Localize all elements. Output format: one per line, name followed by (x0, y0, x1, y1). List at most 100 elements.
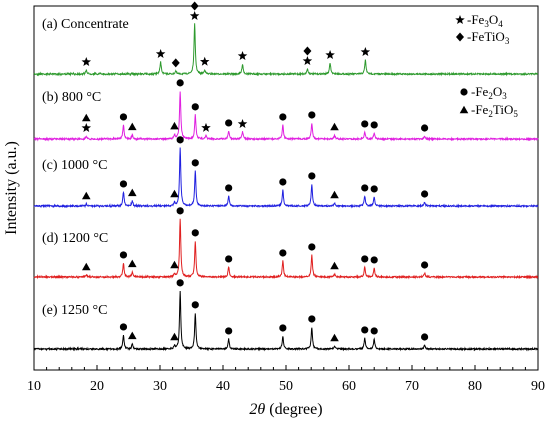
trace-1 (33, 23, 539, 77)
traces (33, 23, 539, 352)
marker-circle-s4-12-0 (421, 261, 429, 269)
marker-circle-s3-4-0 (176, 136, 184, 144)
marker-star-s1-1-0 (155, 48, 166, 59)
marker-circle-s2-4-0 (176, 79, 184, 87)
marker-circle-s4-1-0 (119, 251, 128, 259)
peak-markers (81, 1, 429, 342)
marker-circle-s2-7-0 (225, 119, 233, 127)
marker-circle-s2-9-0 (279, 113, 287, 121)
x-tick-label-70: 70 (405, 379, 419, 394)
legend-top-1-marker (456, 32, 464, 42)
marker-diamond-s1-2-0 (171, 58, 180, 68)
marker-diamond-s1-3-1 (190, 1, 199, 11)
marker-circle-s4-7-0 (279, 249, 287, 257)
trace-4 (33, 218, 539, 280)
x-tick-label-50: 50 (279, 379, 293, 394)
series-label-3: (c) 1000 °C (42, 158, 107, 173)
marker-circle-s3-12-0 (421, 190, 429, 198)
marker-circle-s5-3-0 (176, 279, 184, 287)
marker-circle-s5-5-0 (225, 327, 233, 335)
marker-star-s2-0-0 (81, 122, 92, 133)
marker-circle-s5-0-0 (119, 323, 128, 331)
series-label-1: (a) Concentrate (42, 17, 129, 32)
marker-circle-s2-12-0 (361, 120, 369, 128)
marker-triangle-s5-8-0 (330, 333, 339, 342)
legend-mid-0-text: -Fe2O3 (471, 84, 507, 101)
marker-circle-s3-10-0 (361, 184, 369, 192)
marker-triangle-s2-3-0 (170, 121, 179, 130)
marker-circle-s4-6-0 (225, 255, 233, 263)
marker-circle-s5-6-0 (279, 324, 287, 332)
trace-5 (33, 290, 539, 352)
marker-circle-s2-13-0 (370, 121, 378, 129)
x-axis-label: 2θ (degree) (249, 401, 322, 418)
marker-circle-s5-10-0 (370, 327, 378, 335)
x-tick-label-40: 40 (216, 379, 230, 394)
x-tick-label-80: 80 (468, 379, 482, 394)
marker-star-s1-6-0 (302, 55, 313, 66)
marker-triangle-s2-2-0 (127, 122, 137, 131)
marker-star-s1-3-0 (189, 10, 200, 21)
marker-triangle-s5-2-0 (170, 332, 179, 341)
series-label-4: (d) 1200 °C (42, 231, 108, 246)
marker-circle-s3-11-0 (370, 185, 378, 193)
marker-circle-s2-5-0 (191, 103, 199, 111)
x-tick-label-90: 90 (531, 379, 545, 394)
marker-circle-s4-5-0 (191, 229, 199, 237)
marker-star-s1-5-0 (237, 50, 248, 61)
trace-3 (33, 147, 539, 209)
marker-circle-s3-5-0 (191, 159, 199, 167)
marker-triangle-s5-1-0 (127, 331, 137, 340)
marker-triangle-s2-11-0 (330, 122, 339, 131)
series-label-5: (e) 1250 °C (42, 303, 107, 318)
marker-circle-s3-6-0 (225, 184, 233, 192)
trace-2 (33, 91, 539, 142)
legend-top-0-text: -Fe3O4 (467, 12, 503, 29)
x-tick-label-10: 10 (27, 379, 41, 394)
marker-star-s1-8-0 (360, 46, 371, 57)
marker-triangle-s3-3-0 (170, 189, 179, 198)
marker-circle-s3-8-0 (308, 172, 316, 180)
marker-diamond-s1-6-1 (303, 46, 312, 56)
marker-circle-s4-8-0 (308, 243, 316, 251)
legend-top-1-text: -FeTiO3 (467, 29, 510, 46)
marker-circle-s4-4-0 (176, 207, 184, 215)
marker-circle-s5-7-0 (308, 315, 316, 323)
marker-star-s2-8-0 (237, 118, 248, 128)
legend-mid-0-marker (460, 88, 468, 96)
x-tick-label-30: 30 (153, 379, 167, 394)
series-labels: (a) Concentrate (b) 800 °C (c) 1000 °C (d) … (42, 17, 129, 318)
y-axis-label: Intensity (a.u.) (3, 141, 20, 235)
marker-star-s1-0-0 (81, 57, 92, 67)
marker-circle-s2-1-0 (119, 113, 128, 121)
marker-triangle-s3-9-0 (330, 190, 339, 199)
marker-circle-s2-10-0 (308, 111, 316, 119)
marker-circle-s5-11-0 (421, 333, 429, 341)
x-axis: 10 20 30 40 50 60 70 80 90 (27, 365, 545, 394)
legend-top-0-marker (455, 15, 465, 25)
marker-triangle-s4-9-0 (330, 261, 339, 270)
marker-triangle-s4-0-0 (81, 262, 91, 271)
marker-circle-s4-10-0 (361, 255, 369, 263)
marker-triangle-s3-0-0 (81, 191, 91, 200)
marker-circle-s3-1-0 (119, 180, 128, 188)
legend-mid-1-text: -Fe2TiO5 (471, 102, 518, 119)
marker-triangle-s4-3-0 (170, 260, 179, 269)
marker-circle-s4-11-0 (370, 256, 378, 264)
marker-triangle-s2-0-1 (81, 113, 91, 122)
marker-circle-s5-9-0 (361, 326, 369, 334)
legends: -Fe3O4-FeTiO3 -Fe2O3-Fe2TiO5 (455, 12, 518, 119)
marker-circle-s5-4-0 (191, 301, 199, 309)
legend-mid-1-marker (459, 105, 469, 114)
marker-triangle-s3-2-0 (127, 188, 137, 197)
marker-circle-s3-7-0 (279, 178, 287, 186)
marker-star-s2-6-0 (201, 122, 211, 132)
marker-circle-s2-14-0 (421, 124, 429, 132)
x-tick-label-20: 20 (90, 379, 104, 394)
marker-star-s1-4-0 (199, 56, 210, 66)
marker-triangle-s4-2-0 (127, 259, 137, 268)
plot-frame (33, 5, 539, 371)
marker-star-s1-7-0 (325, 49, 335, 60)
x-tick-label-60: 60 (342, 379, 356, 394)
